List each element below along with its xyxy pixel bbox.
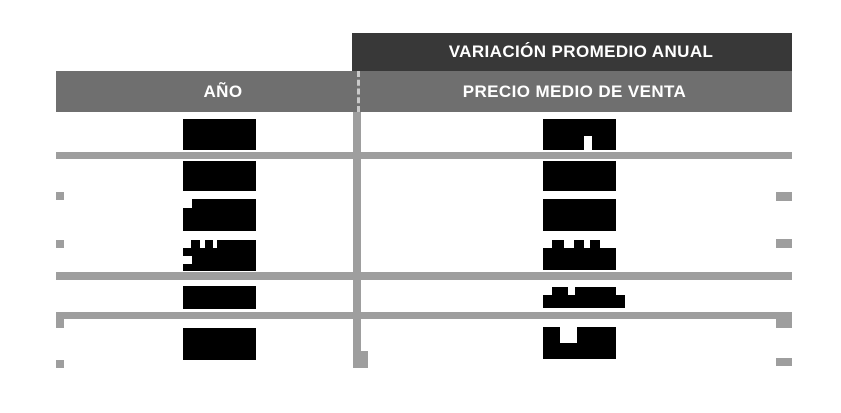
redacted-price-value <box>543 287 625 308</box>
redaction-fragment <box>183 248 256 271</box>
row-separator-stub <box>776 319 792 328</box>
redacted-price-value <box>543 161 616 191</box>
row-separator-stub <box>776 192 792 201</box>
redacted-year-value <box>183 199 256 231</box>
redaction-fragment <box>552 287 568 295</box>
variation-bottom-label: PRECIO MEDIO DE VENTA <box>462 81 687 101</box>
redaction-fragment <box>191 240 200 248</box>
row-separator-stub <box>56 240 64 248</box>
redacted-year-value <box>183 161 256 191</box>
redaction-gap <box>183 199 192 208</box>
redaction-fragment <box>574 240 584 248</box>
redacted-year-value <box>183 119 256 150</box>
redacted-price-value <box>543 119 616 150</box>
redaction-fragment <box>205 240 213 248</box>
row-separator <box>56 152 792 159</box>
redacted-year-value <box>183 286 256 309</box>
table-header-band <box>56 71 792 112</box>
variation-header-band <box>352 33 792 71</box>
year-column-header: AÑO <box>56 71 358 112</box>
year-header-label: AÑO <box>203 81 243 101</box>
column-divider-dashed <box>357 71 360 112</box>
row-separator-stub <box>776 239 792 248</box>
redaction-fragment <box>217 240 256 248</box>
variation-column-header-bottom: PRECIO MEDIO DE VENTA <box>357 71 792 112</box>
redaction-fragment <box>543 248 616 270</box>
variation-top-label: VARIACIÓN PROMEDIO ANUAL <box>448 42 714 61</box>
column-divider <box>353 112 361 351</box>
row-separator <box>56 312 792 319</box>
redaction-fragment <box>543 295 625 308</box>
redaction-fragment <box>552 240 564 248</box>
redacted-price-value <box>543 199 616 231</box>
column-divider-foot <box>353 351 368 368</box>
redaction-gap <box>584 136 592 150</box>
variation-column-header-top: VARIACIÓN PROMEDIO ANUAL <box>352 33 792 71</box>
row-separator-stub <box>56 360 64 368</box>
redacted-year-value <box>183 328 256 360</box>
row-separator-stub <box>56 192 64 200</box>
row-separator-stub <box>56 319 64 328</box>
row-separator-stub <box>776 358 792 366</box>
redaction-gap <box>183 256 192 264</box>
redacted-year-value <box>183 240 256 271</box>
redaction-gap <box>560 327 577 343</box>
redacted-price-value <box>543 327 616 359</box>
row-separator <box>56 272 792 280</box>
redaction-fragment <box>590 240 600 248</box>
redaction-fragment <box>575 287 616 295</box>
redacted-price-value <box>543 240 616 270</box>
